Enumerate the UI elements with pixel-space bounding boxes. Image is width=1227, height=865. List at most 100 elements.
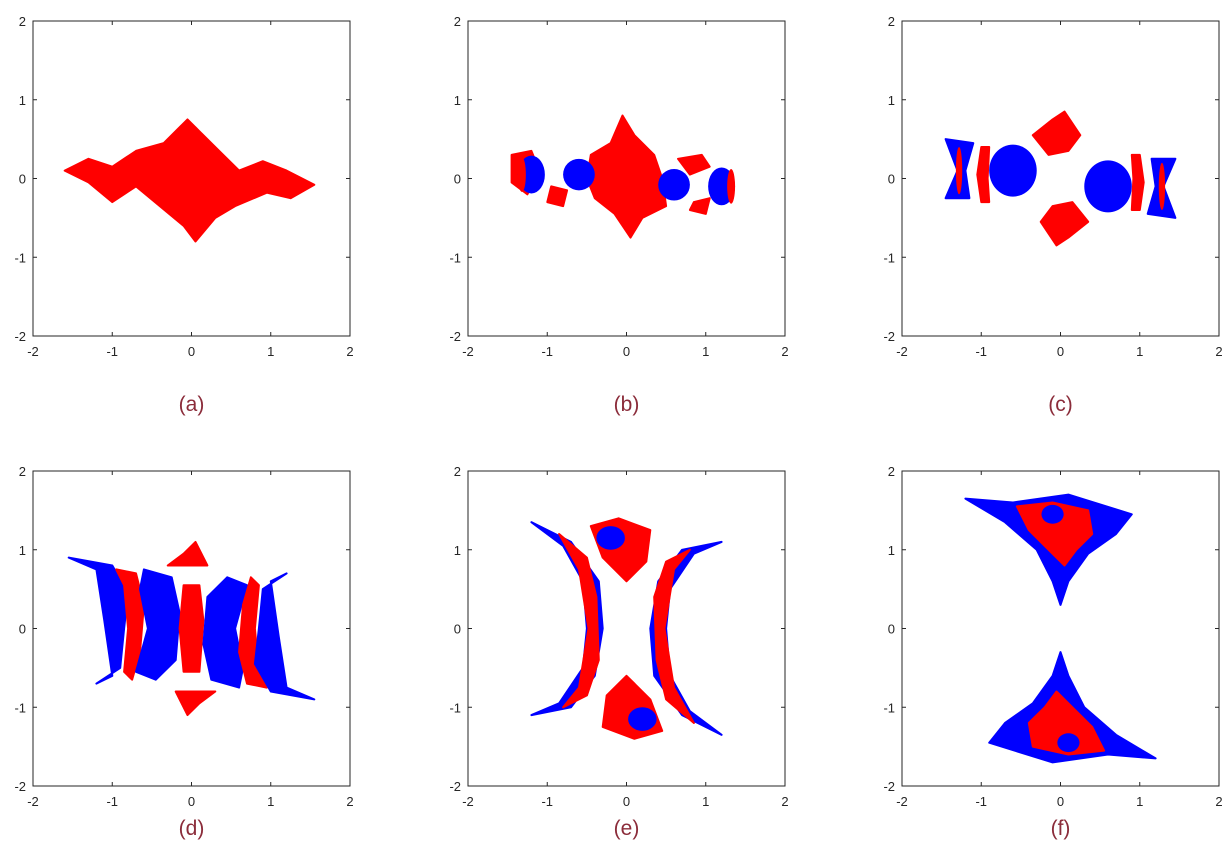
- red-region: [546, 185, 569, 208]
- blue-region: [1084, 160, 1132, 213]
- red-region: [677, 153, 711, 176]
- y-tick-label: 0: [888, 622, 895, 637]
- subplot-caption: (f): [1051, 817, 1071, 840]
- red-region: [976, 146, 991, 204]
- y-tick-label: 1: [19, 543, 26, 558]
- x-tick-label: 0: [623, 344, 630, 359]
- subplot-5: -2 -1 0 1 2 2 1 0 -1 -2 (e): [449, 464, 788, 840]
- y-tick-label: 1: [454, 93, 461, 108]
- y-tick-label: -1: [883, 250, 895, 265]
- x-tick-label: -2: [462, 794, 474, 809]
- x-tick-label: -2: [27, 344, 39, 359]
- red-region: [1130, 153, 1145, 211]
- red-region: [1031, 110, 1082, 156]
- x-tick-label: -1: [975, 344, 987, 359]
- x-tick-label: -2: [27, 794, 39, 809]
- y-tick-label: -2: [883, 329, 895, 344]
- y-tick-label: 2: [888, 464, 895, 479]
- y-tick-label: -2: [14, 779, 26, 794]
- x-tick-label: 2: [1215, 794, 1222, 809]
- x-tick-label: 1: [267, 344, 274, 359]
- x-tick-label: 0: [188, 794, 195, 809]
- x-tick-label: -1: [975, 794, 987, 809]
- x-tick-label: 0: [1057, 344, 1064, 359]
- blue-region: [135, 568, 181, 681]
- x-tick-label: -2: [462, 344, 474, 359]
- blue-region: [628, 707, 657, 731]
- y-tick-label: -1: [14, 250, 26, 265]
- y-tick-label: 2: [454, 14, 461, 29]
- red-region: [1158, 162, 1166, 210]
- data-regions: [530, 517, 723, 740]
- x-tick-label: 1: [267, 794, 274, 809]
- axes-box: [901, 20, 1220, 337]
- red-region: [688, 197, 711, 215]
- subplot-caption: (a): [179, 393, 205, 416]
- subplot-caption: (d): [179, 817, 205, 840]
- red-region: [174, 690, 217, 717]
- y-tick-label: -1: [449, 700, 461, 715]
- blue-region: [658, 169, 690, 201]
- blue-region: [596, 526, 625, 550]
- blue-region: [1041, 504, 1064, 524]
- red-region: [63, 118, 316, 243]
- y-tick-label: 0: [19, 172, 26, 187]
- y-tick-label: 1: [888, 543, 895, 558]
- x-tick-label: -1: [541, 344, 553, 359]
- y-tick-label: -2: [449, 329, 461, 344]
- red-region: [178, 584, 205, 673]
- subplot-6: -2 -1 0 1 2 2 1 0 -1 -2 (f): [883, 464, 1222, 840]
- x-tick-label: -2: [896, 344, 908, 359]
- x-tick-label: 1: [1136, 794, 1143, 809]
- data-regions: [63, 118, 316, 243]
- y-tick-label: -2: [14, 329, 26, 344]
- data-regions: [964, 493, 1157, 764]
- red-region: [166, 540, 209, 567]
- x-tick-label: 2: [346, 794, 353, 809]
- axes-box: [467, 470, 786, 787]
- y-tick-label: -1: [14, 700, 26, 715]
- subplot-caption: (b): [614, 393, 640, 416]
- y-tick-label: 0: [454, 622, 461, 637]
- y-tick-label: 0: [19, 622, 26, 637]
- red-region: [653, 548, 695, 724]
- y-tick-label: 2: [454, 464, 461, 479]
- y-tick-label: 1: [19, 93, 26, 108]
- x-tick-label: 2: [346, 344, 353, 359]
- x-tick-label: -2: [896, 794, 908, 809]
- data-regions: [67, 540, 316, 717]
- x-tick-label: 2: [1215, 344, 1222, 359]
- x-tick-label: -1: [541, 794, 553, 809]
- y-tick-label: 0: [454, 172, 461, 187]
- y-tick-label: -1: [883, 700, 895, 715]
- y-tick-label: 2: [19, 14, 26, 29]
- y-tick-label: 2: [19, 464, 26, 479]
- x-tick-label: 0: [1057, 794, 1064, 809]
- red-region: [585, 114, 668, 239]
- blue-region: [1057, 733, 1080, 753]
- subplot-caption: (c): [1048, 393, 1073, 416]
- red-region: [1039, 201, 1090, 247]
- data-regions: [510, 114, 736, 239]
- red-region: [1027, 690, 1106, 756]
- x-tick-label: 1: [702, 344, 709, 359]
- red-region: [1015, 501, 1094, 567]
- subplot-1: -2 -1 0 1 2 2 1 0 -1 -2 (a): [14, 14, 353, 416]
- y-tick-label: 2: [888, 14, 895, 29]
- x-tick-label: -1: [106, 344, 118, 359]
- subplot-caption: (e): [614, 817, 640, 840]
- x-tick-label: -1: [106, 794, 118, 809]
- blue-region: [989, 144, 1037, 197]
- red-region: [517, 157, 526, 192]
- subplot-4: -2 -1 0 1 2 2 1 0 -1 -2 (d): [14, 464, 353, 840]
- x-tick-label: 0: [188, 344, 195, 359]
- x-tick-label: 1: [702, 794, 709, 809]
- x-tick-label: 1: [1136, 344, 1143, 359]
- y-tick-label: -2: [883, 779, 895, 794]
- subplot-3: -2 -1 0 1 2 2 1 0 -1 -2 (c): [883, 14, 1222, 416]
- red-region: [115, 568, 145, 681]
- y-tick-label: 1: [888, 93, 895, 108]
- y-tick-label: -1: [449, 250, 461, 265]
- x-tick-label: 2: [781, 794, 788, 809]
